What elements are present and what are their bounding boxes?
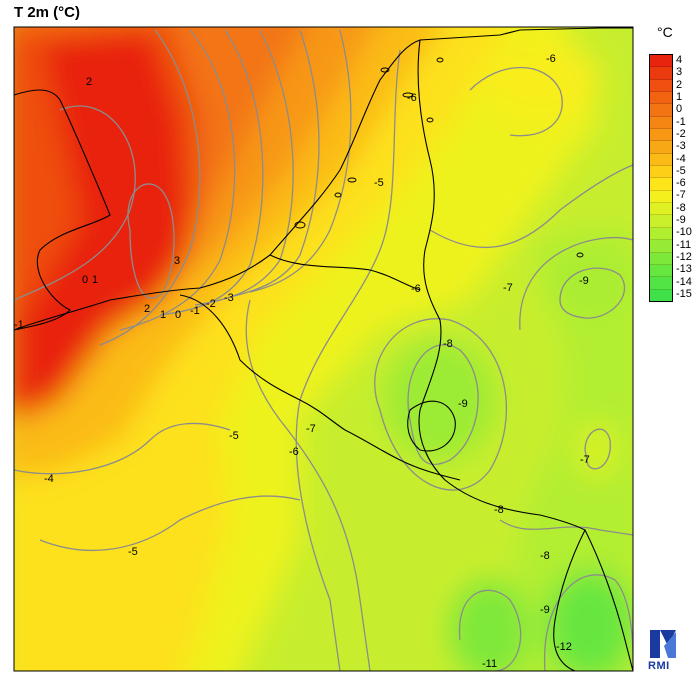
color-swatch [650, 104, 672, 117]
contour-label: -6 [407, 92, 417, 104]
contour-label: 2 [144, 303, 150, 315]
contour-label: -9 [579, 275, 589, 287]
borders [14, 27, 633, 671]
islands [294, 57, 584, 258]
color-swatch [650, 252, 672, 265]
contour-label: 0 [175, 309, 181, 321]
color-swatch [650, 178, 672, 191]
color-scale-label: -3 [676, 140, 686, 153]
color-scale-label: 1 [676, 91, 683, 104]
color-swatch [650, 264, 672, 278]
contour-label: -8 [443, 338, 453, 350]
isotherms [14, 29, 633, 671]
color-scale-label: 4 [676, 54, 683, 67]
color-swatch [650, 190, 672, 204]
color-swatch [650, 79, 672, 93]
color-swatch [650, 141, 672, 154]
contour-label: -8 [494, 504, 504, 516]
luxembourg-border [407, 400, 456, 452]
color-swatch [650, 67, 672, 80]
color-scale-label: -5 [676, 164, 686, 177]
color-scale-label: -4 [676, 152, 686, 165]
contour-label: -5 [128, 546, 138, 558]
contour-label: -9 [458, 398, 468, 410]
france-belgium-border [179, 294, 461, 481]
field-3 [20, 30, 190, 420]
contour-label: 1 [92, 274, 98, 286]
color-scale-label: -13 [676, 263, 692, 276]
contour-label: -5 [374, 177, 384, 189]
color-swatch [650, 92, 672, 105]
contour-label: -7 [580, 454, 590, 466]
contour-label: -9 [540, 604, 550, 616]
belgium-netherlands-border [269, 254, 421, 291]
contour-label: -1 [14, 319, 24, 331]
contour-label: -6 [546, 53, 556, 65]
map-title: T 2m (°C) [14, 4, 80, 21]
field-minus12 [545, 570, 633, 671]
color-scale-label: -11 [676, 238, 692, 251]
color-scale-labels: 4 3 2 1 0 -1 -2 -3 -4 -5 -6 -7 -8 -9 -10 -11 -12 -13 -14 -1… [676, 54, 700, 302]
color-swatch [650, 129, 672, 142]
field-minus6-north [480, 40, 600, 120]
contour-label: -1 [190, 305, 200, 317]
color-scale-label: -9 [676, 214, 686, 227]
rhine-border [584, 529, 633, 671]
color-scale-label: 0 [676, 103, 683, 116]
color-scale-label: -10 [676, 226, 692, 239]
benelux-coast [269, 27, 633, 256]
contour-label: -7 [306, 423, 316, 435]
color-swatch [650, 116, 672, 130]
contour-label: -7 [503, 282, 513, 294]
color-scale-bar [649, 54, 673, 302]
field-minus11 [450, 580, 530, 671]
color-scale-label: 3 [676, 66, 683, 79]
contour-labels: 2 3 0 1 -1 2 1 0 -1 -2 -3 -6 -5 -6 -6 -7… [14, 53, 590, 670]
map-frame [13, 26, 634, 672]
color-scale-label: -15 [676, 287, 692, 300]
contour-label: -11 [482, 658, 497, 670]
color-swatch [650, 55, 672, 68]
color-scale-label: -8 [676, 201, 686, 214]
contour-label: 3 [174, 255, 180, 267]
field-minus9-center [385, 340, 495, 460]
contour-label: -5 [229, 430, 239, 442]
color-swatch [650, 203, 672, 216]
france-coast [14, 254, 271, 331]
color-scale-label: -14 [676, 275, 692, 288]
field-minus9-east [545, 257, 633, 313]
color-swatch [650, 289, 672, 301]
color-swatch [650, 166, 672, 179]
contour-label: 1 [160, 309, 166, 321]
contour-label: 0 [82, 274, 88, 286]
contour-label: -12 [556, 641, 572, 653]
color-swatch [650, 215, 672, 228]
color-scale-label: -7 [676, 189, 686, 202]
contour-label: -4 [44, 473, 54, 485]
color-scale-label: -1 [676, 115, 686, 128]
color-swatch [650, 277, 672, 290]
contour-label: -3 [224, 292, 234, 304]
logo-text: RMI [648, 660, 670, 672]
color-scale-label: -2 [676, 127, 686, 140]
england-coast [14, 89, 111, 331]
color-scale-label: 2 [676, 78, 683, 91]
color-swatch [650, 153, 672, 167]
germany-border [417, 39, 586, 671]
rmi-logo-icon [650, 630, 676, 658]
legend-unit: °C [657, 24, 673, 40]
contour-label: -8 [540, 550, 550, 562]
contour-label: -6 [411, 283, 421, 295]
contour-label: 2 [86, 76, 92, 88]
color-scale-label: -6 [676, 177, 686, 190]
field-minus8-east [513, 227, 633, 671]
color-swatch [650, 240, 672, 253]
contour-label: -2 [206, 298, 216, 310]
color-swatch [650, 227, 672, 241]
contour-label: -6 [289, 446, 299, 458]
color-scale-label: -12 [676, 250, 692, 263]
